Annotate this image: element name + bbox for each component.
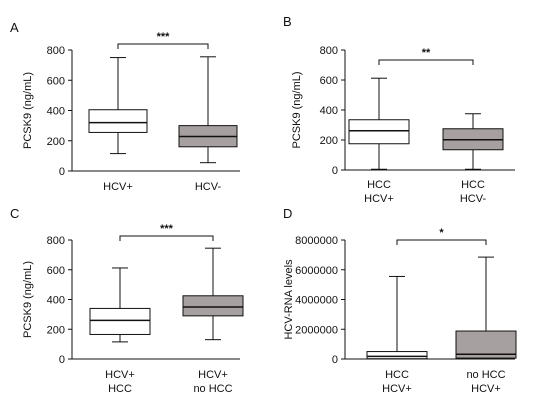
panel-a: A 0 200 400 600 800 PCSK9 (ng/mL) HCV+ HCV- *** (10, 20, 240, 193)
y-tick-label: 200 (320, 135, 338, 147)
category-label: HCV- (195, 181, 222, 193)
panel-letter: A (10, 20, 19, 35)
y-axis-label: PCSK9 (ng/mL) (22, 72, 34, 149)
iqr-box (89, 307, 151, 335)
y-tick-label: 0 (59, 166, 65, 178)
category-label: no HCC (466, 369, 505, 381)
significance-bracket (378, 59, 474, 65)
significance-marker: * (439, 227, 444, 239)
y-tick-label: 800 (47, 235, 65, 247)
panel-letter: B (283, 14, 292, 29)
box-left (88, 57, 148, 155)
significance-bracket (119, 235, 214, 241)
y-tick-label: 600 (47, 75, 65, 87)
panel-letter: C (10, 206, 19, 221)
box-left (89, 267, 151, 343)
y-tick-label: 400 (47, 295, 65, 307)
y-tick-label: 600 (320, 75, 338, 87)
significance-marker: *** (157, 31, 171, 43)
panel-b: B 0 200 400 600 800 PCSK9 (ng/mL) HCC HCV+ HCC HCV… (283, 14, 515, 205)
y-axis-label: PCSK9 (ng/mL) (291, 71, 303, 148)
iqr-box (182, 295, 244, 317)
box-left (348, 77, 410, 170)
box-right (178, 56, 238, 164)
y-tick-label: 8000000 (295, 235, 338, 247)
y-tick-label: 800 (320, 45, 338, 57)
iqr-box (366, 351, 428, 360)
category-label: HCC (385, 369, 409, 381)
y-tick-label: 400 (320, 105, 338, 117)
box-left (366, 275, 428, 360)
category-label: HCV+ (364, 193, 394, 205)
category-label: no HCC (193, 383, 232, 395)
y-tick-label: 0 (332, 354, 338, 366)
y-tick-label: 200 (47, 136, 65, 148)
y-axis-label: HCV-RNA levels (283, 259, 295, 340)
category-label: HCV+ (103, 181, 133, 193)
category-label: HCC (367, 179, 391, 191)
y-tick-label: 2000000 (295, 324, 338, 336)
panel-letter: D (283, 206, 292, 221)
category-label: HCV+ (198, 369, 228, 381)
y-tick-label: 0 (59, 354, 65, 366)
significance-bracket (117, 43, 209, 49)
y-tick-label: 200 (47, 324, 65, 336)
y-tick-label: 4000000 (295, 295, 338, 307)
iqr-box (88, 109, 148, 133)
iqr-box (348, 119, 410, 145)
box-right (442, 113, 504, 170)
category-label: HCV+ (105, 369, 135, 381)
category-label: HCC (108, 383, 132, 395)
y-tick-label: 6000000 (295, 265, 338, 277)
y-axis-label: PCSK9 (ng/mL) (22, 261, 34, 338)
significance-marker: *** (160, 223, 174, 235)
y-tick-label: 400 (47, 106, 65, 118)
y-tick-label: 600 (47, 265, 65, 277)
y-tick-label: 0 (332, 165, 338, 177)
category-label: HCV- (460, 193, 487, 205)
panel-c: C 0 200 400 600 800 PCSK9 (ng/mL) HCV+ HCC HCV+ no… (10, 206, 244, 395)
box-right (182, 247, 244, 341)
category-label: HCV+ (471, 383, 501, 395)
significance-marker: ** (422, 47, 431, 59)
category-label: HCC (461, 179, 485, 191)
box-right (455, 256, 517, 360)
category-label: HCV+ (382, 383, 412, 395)
y-tick-label: 800 (47, 45, 65, 57)
significance-bracket (396, 239, 487, 245)
